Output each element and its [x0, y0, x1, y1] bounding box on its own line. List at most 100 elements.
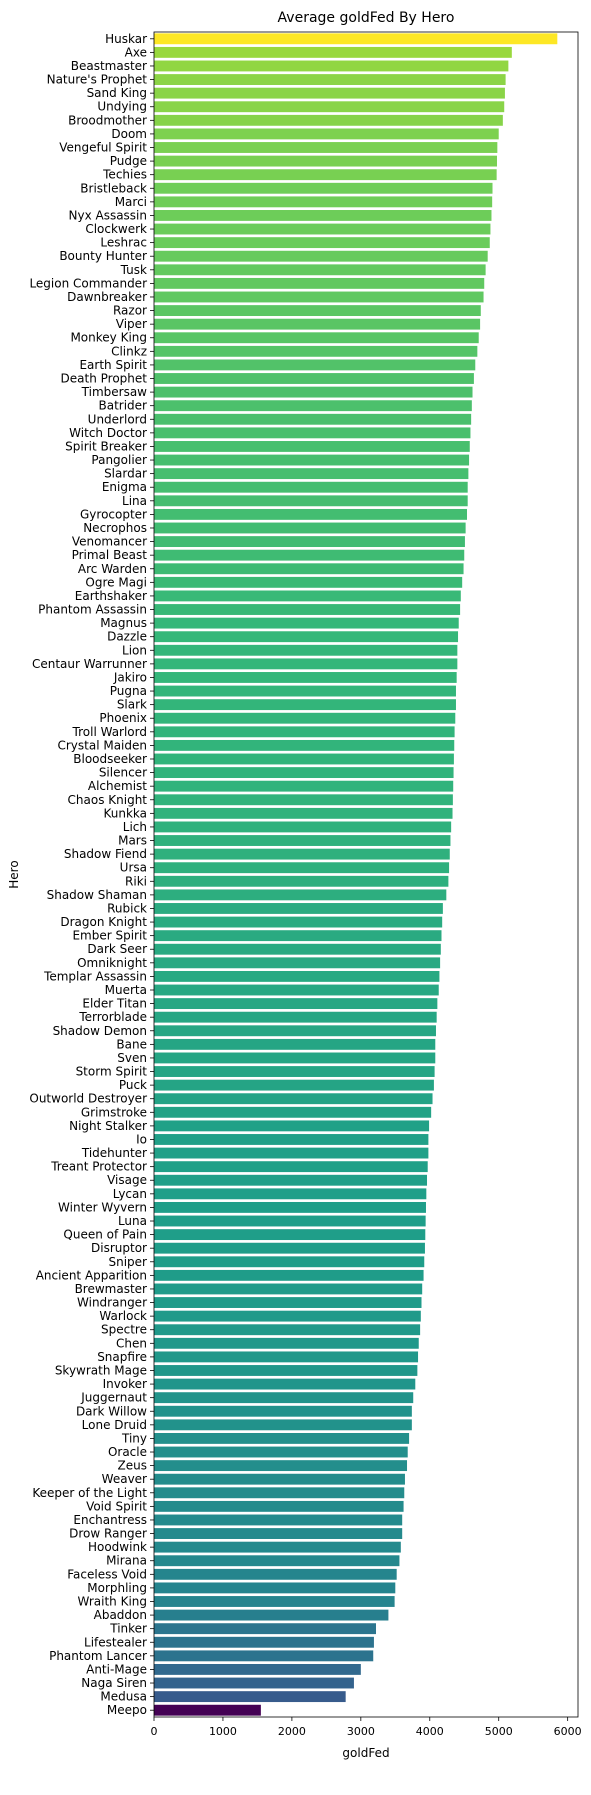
bar — [154, 495, 468, 507]
bar — [154, 332, 479, 344]
bar — [154, 400, 472, 412]
y-tick-label: Sand King — [87, 86, 147, 100]
bar — [154, 916, 443, 928]
bar — [154, 1201, 426, 1213]
bar — [154, 970, 440, 982]
y-tick-label: Doom — [111, 127, 147, 141]
bar — [154, 1419, 412, 1431]
bar — [154, 1134, 429, 1145]
y-tick-label: Sniper — [109, 1255, 148, 1269]
y-axis-label: Hero — [7, 860, 21, 888]
y-tick-label: Bristleback — [80, 181, 147, 195]
x-tick-label: 2000 — [278, 1725, 306, 1738]
chart-title: Average goldFed By Hero — [278, 10, 455, 26]
y-tick-label: Ancient Apparition — [36, 1268, 147, 1282]
bar — [154, 658, 458, 670]
bar — [154, 223, 491, 235]
bar — [154, 1677, 354, 1689]
y-tick-label: Dragon Knight — [60, 915, 147, 929]
bar — [154, 264, 486, 276]
y-tick-label: Arc Warden — [78, 562, 147, 576]
bar — [154, 1528, 403, 1539]
bar — [154, 1242, 425, 1254]
bar — [154, 1460, 408, 1472]
y-tick-label: Razor — [113, 304, 147, 318]
bar — [154, 1568, 397, 1580]
y-tick-label: Slardar — [104, 467, 147, 481]
x-tick-label: 3000 — [347, 1725, 375, 1738]
y-tick-label: Shadow Fiend — [64, 847, 147, 861]
bar — [154, 142, 498, 153]
y-tick-label: Vengeful Spirit — [59, 141, 147, 155]
bar — [154, 739, 455, 751]
y-tick-label: Nyx Assassin — [68, 208, 147, 222]
y-tick-label: Phantom Assassin — [38, 603, 147, 617]
y-tick-label: Elder Titan — [82, 997, 147, 1011]
bar — [154, 508, 468, 520]
bar — [154, 644, 458, 656]
y-tick-label: Storm Spirit — [76, 1065, 148, 1079]
y-tick-label: Tidehunter — [81, 1146, 147, 1160]
y-tick-label: Winter Wyvern — [58, 1200, 147, 1214]
y-tick-label: Weaver — [102, 1472, 147, 1486]
bar — [154, 1079, 434, 1091]
bar — [154, 1093, 433, 1105]
y-tick-label: Lina — [122, 494, 147, 508]
y-tick-label: Puck — [119, 1078, 147, 1092]
bar — [154, 576, 463, 588]
y-tick-label: Visage — [107, 1173, 147, 1187]
y-tick-label: Enchantress — [73, 1513, 147, 1527]
bar — [154, 1514, 403, 1526]
y-tick-label: Shadow Shaman — [47, 888, 147, 902]
bar — [154, 1297, 422, 1308]
bar — [154, 481, 468, 493]
bar — [154, 468, 469, 480]
bar — [154, 128, 499, 140]
bar — [154, 875, 449, 887]
y-tick-label: Venomancer — [72, 535, 147, 549]
y-tick-label: Grimstroke — [81, 1105, 147, 1119]
bar — [154, 454, 470, 466]
y-tick-label: Legion Commander — [29, 276, 147, 290]
y-tick-label: Axe — [125, 45, 147, 59]
bar — [154, 386, 473, 398]
y-tick-label: Lifestealer — [84, 1635, 147, 1649]
y-tick-label: Monkey King — [70, 331, 147, 345]
y-tick-label: Pangolier — [91, 453, 147, 467]
bar — [154, 155, 497, 167]
bar — [154, 590, 461, 602]
bar — [154, 250, 488, 262]
bar — [154, 1106, 432, 1118]
y-tick-label: Tiny — [121, 1431, 147, 1445]
bar — [154, 1310, 421, 1322]
y-tick-label: Wraith King — [78, 1594, 148, 1608]
y-tick-label: Morphling — [87, 1581, 147, 1595]
y-tick-label: Alchemist — [88, 779, 147, 793]
x-axis-label: goldFed — [342, 1746, 389, 1760]
bar — [154, 359, 476, 371]
bar — [154, 1500, 404, 1512]
bar — [154, 889, 447, 901]
bar — [154, 1066, 435, 1077]
y-tick-label: Sven — [117, 1051, 147, 1065]
y-tick-label: Bloodseeker — [73, 752, 147, 766]
bar — [154, 699, 456, 711]
bar — [154, 413, 472, 425]
bar — [154, 780, 454, 792]
bar — [154, 114, 503, 126]
bar — [154, 87, 505, 99]
x-tick-label: 4000 — [416, 1725, 444, 1738]
bar — [154, 1025, 436, 1037]
y-tick-label: Dawnbreaker — [67, 290, 147, 304]
bar — [154, 169, 497, 181]
y-tick-label: Timbersaw — [81, 385, 148, 399]
y-tick-label: Gyrocopter — [80, 507, 147, 521]
y-tick-label: Mars — [118, 834, 147, 848]
bar — [154, 182, 493, 194]
x-axis-ticks: 0 1000 2000 3000 4000 5000 6000 — [151, 1717, 582, 1738]
bar — [154, 794, 453, 806]
y-tick-label: Luna — [118, 1214, 147, 1228]
y-tick-label: Dark Seer — [87, 942, 147, 956]
y-tick-label: Clinkz — [111, 344, 147, 358]
